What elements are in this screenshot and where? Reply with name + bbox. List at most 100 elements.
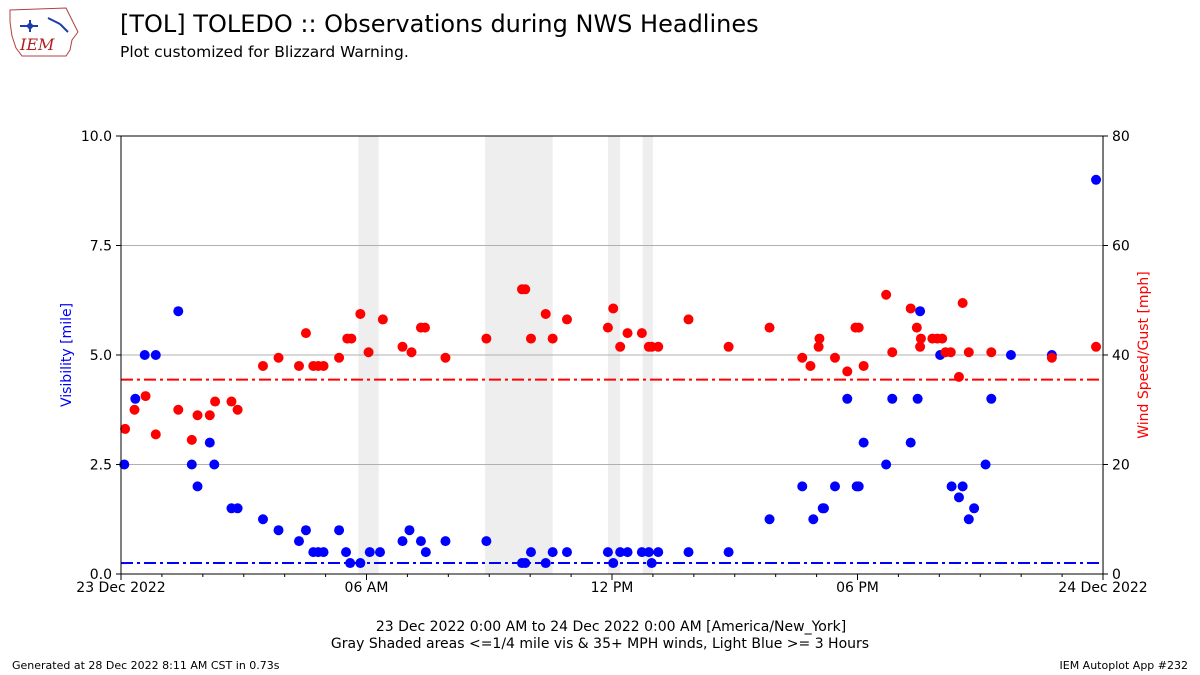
visibility-point (139, 350, 150, 360)
wind-point (1091, 341, 1102, 352)
wind-point (608, 303, 619, 314)
visibility-point (683, 547, 694, 558)
wind-point (226, 396, 237, 407)
wind-point (232, 404, 243, 415)
y-axis-label-left: Visibility [mile] (59, 303, 75, 407)
y-tick-label-left: 2.5 (90, 458, 112, 474)
visibility-point (723, 547, 734, 558)
wind-point (805, 360, 816, 371)
wind-point (615, 341, 626, 352)
visibility-point (341, 547, 352, 558)
visibility-point (540, 558, 551, 569)
wind-point (953, 371, 964, 382)
wind-point (377, 314, 388, 325)
x-tick-label: 12 PM (591, 580, 634, 596)
wind-point (318, 360, 329, 371)
data-points (119, 174, 1102, 569)
x-tick-label: 24 Dec 2022 (1058, 580, 1147, 596)
visibility-point (858, 437, 869, 448)
visibility-point (646, 558, 657, 569)
visibility-point (946, 481, 957, 492)
wind-point (945, 347, 956, 358)
x-tick-label: 23 Dec 2022 (76, 580, 165, 596)
visibility-point (643, 547, 654, 558)
visibility-point (915, 306, 926, 317)
visibility-point (173, 306, 184, 317)
visibility-point (345, 558, 356, 569)
visibility-point (602, 547, 613, 558)
page-title: [TOL] TOLEDO :: Observations during NWS … (120, 10, 759, 38)
y-tick-label-right: 80 (1112, 129, 1130, 145)
visibility-point (192, 481, 203, 492)
visibility-point (912, 393, 923, 404)
visibility-point (963, 514, 974, 525)
wind-point (853, 322, 864, 333)
wind-point (905, 303, 916, 314)
visibility-point (853, 481, 864, 492)
wind-point (420, 322, 431, 333)
visibility-point (808, 514, 819, 525)
visibility-point (636, 547, 647, 558)
wind-point (797, 352, 808, 363)
wind-point (561, 314, 572, 325)
logo-text: IEM (19, 35, 55, 54)
visibility-point (440, 536, 451, 547)
visibility-point (334, 525, 345, 536)
y-tick-label-right: 20 (1112, 458, 1130, 474)
iowa-state-outline-icon (9, 7, 79, 57)
visibility-point (547, 547, 558, 558)
x-axis-label-line1: 23 Dec 2022 0:00 AM to 24 Dec 2022 0:00 … (376, 619, 846, 635)
wind-point (881, 289, 892, 300)
wind-point (1046, 352, 1057, 363)
wind-point (829, 352, 840, 363)
wind-point (334, 352, 345, 363)
y-tick-label-left: 10.0 (81, 129, 112, 145)
visibility-point (364, 547, 375, 558)
wind-point (406, 347, 417, 358)
wind-point (120, 423, 131, 434)
generated-timestamp: Generated at 28 Dec 2022 8:11 AM CST in … (12, 659, 280, 672)
visibility-point (561, 547, 572, 558)
visibility-point (420, 547, 431, 558)
visibility-point (818, 503, 829, 514)
visibility-point (1005, 350, 1016, 360)
wind-point (957, 297, 968, 308)
wind-point (540, 308, 551, 319)
wind-point (683, 314, 694, 325)
wind-point (842, 366, 853, 377)
wind-point (150, 429, 161, 440)
y-tick-label-left: 5.0 (90, 348, 112, 364)
visibility-point (887, 393, 898, 404)
wind-point (653, 341, 664, 352)
wind-point (937, 333, 948, 344)
visibility-point (318, 547, 329, 558)
visibility-point (969, 503, 980, 514)
wind-point (300, 328, 311, 339)
wind-point (915, 341, 926, 352)
y-tick-label-right: 40 (1112, 348, 1130, 364)
wind-point (911, 322, 922, 333)
y-tick-label-left: 7.5 (90, 239, 112, 255)
visibility-point (404, 525, 415, 536)
visibility-point (1091, 174, 1102, 185)
wind-point (186, 434, 197, 445)
y-tick-label-right: 60 (1112, 239, 1130, 255)
wind-point (520, 284, 531, 295)
wind-point (363, 347, 374, 358)
visibility-point (764, 514, 775, 525)
visibility-point (622, 547, 633, 558)
wind-point (129, 404, 140, 415)
visibility-point (355, 558, 366, 569)
wind-point (210, 396, 221, 407)
y-tick-label-left: 0.0 (90, 567, 112, 583)
wind-point (481, 333, 492, 344)
wind-point (813, 341, 824, 352)
visibility-point (375, 547, 386, 558)
visibility-point (525, 547, 536, 558)
app-label: IEM Autoplot App #232 (1059, 659, 1189, 672)
wind-point (547, 333, 558, 344)
visibility-point (397, 536, 408, 547)
wind-point (887, 347, 898, 358)
visibility-point (842, 393, 853, 404)
wind-point (204, 410, 215, 421)
